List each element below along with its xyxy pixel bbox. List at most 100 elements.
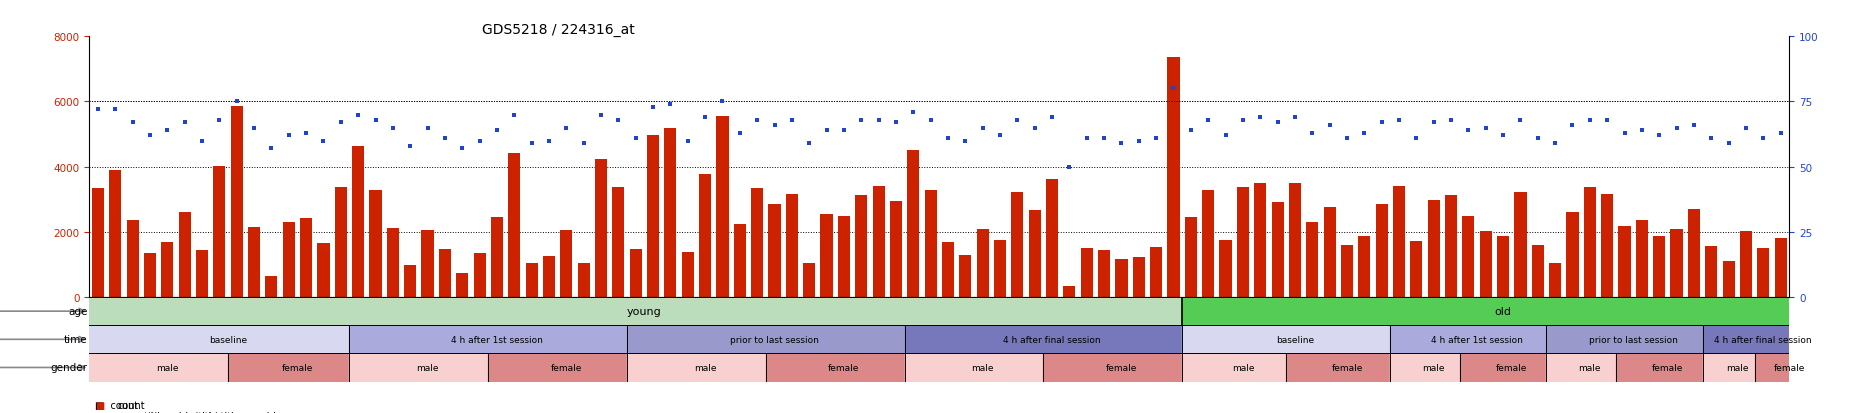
Point: [603, 117, 632, 124]
Point: [292, 130, 322, 137]
Bar: [350, 354, 489, 382]
Bar: [1287, 354, 1389, 382]
Point: [1748, 135, 1778, 142]
Bar: [1549, 264, 1561, 297]
Bar: [1702, 325, 1806, 354]
Bar: [908, 151, 919, 297]
Text: age: age: [69, 306, 87, 316]
Bar: [1566, 213, 1579, 297]
Text: male: male: [1579, 363, 1601, 372]
Text: ■: ■: [95, 411, 104, 413]
Bar: [1133, 257, 1146, 297]
Point: [1107, 140, 1136, 147]
Point: [153, 128, 182, 134]
Bar: [1514, 193, 1527, 297]
Point: [1019, 125, 1049, 132]
Point: [1280, 114, 1309, 121]
Bar: [1358, 237, 1371, 297]
Point: [846, 117, 876, 124]
Text: old: old: [1495, 306, 1512, 316]
Point: [517, 140, 547, 147]
Bar: [1389, 354, 1460, 382]
Bar: [489, 354, 627, 382]
Point: [396, 143, 426, 150]
Text: female: female: [551, 363, 582, 372]
Point: [1055, 164, 1084, 171]
Bar: [1546, 354, 1616, 382]
Bar: [387, 228, 398, 297]
Bar: [1029, 210, 1042, 297]
Bar: [299, 218, 312, 297]
Bar: [352, 147, 365, 297]
Point: [967, 125, 997, 132]
Bar: [1183, 354, 1287, 382]
Bar: [1670, 230, 1683, 297]
Bar: [699, 175, 711, 297]
Bar: [837, 216, 850, 297]
Bar: [1376, 205, 1388, 297]
Bar: [647, 135, 658, 297]
Point: [551, 125, 580, 132]
Text: male: male: [1726, 363, 1748, 372]
Bar: [1202, 191, 1215, 297]
Bar: [491, 218, 502, 297]
Point: [707, 99, 737, 106]
Point: [1315, 122, 1345, 129]
Bar: [924, 190, 937, 297]
Bar: [751, 188, 763, 297]
Bar: [110, 171, 121, 297]
Bar: [126, 220, 140, 297]
Point: [1732, 125, 1761, 132]
Bar: [474, 254, 485, 297]
Point: [1609, 130, 1639, 137]
Text: male: male: [156, 363, 179, 372]
Point: [1505, 117, 1534, 124]
Point: [1680, 122, 1709, 129]
Bar: [578, 263, 590, 297]
Bar: [89, 325, 350, 354]
Text: 4 h after final session: 4 h after final session: [1003, 335, 1101, 344]
Text: baseline: baseline: [208, 335, 247, 344]
Point: [378, 125, 407, 132]
Point: [188, 138, 218, 145]
Text: GDS5218 / 224316_at: GDS5218 / 224316_at: [482, 23, 634, 37]
Bar: [766, 354, 904, 382]
Point: [1090, 135, 1120, 142]
Bar: [960, 255, 971, 297]
Bar: [91, 188, 104, 297]
Bar: [508, 154, 521, 297]
Text: female: female: [1774, 363, 1804, 372]
Point: [1159, 86, 1189, 93]
Bar: [904, 354, 1043, 382]
Point: [534, 138, 564, 145]
Text: time: time: [63, 335, 87, 344]
Point: [742, 117, 772, 124]
Point: [621, 135, 651, 142]
Bar: [1758, 249, 1769, 297]
Point: [361, 117, 391, 124]
Point: [811, 128, 841, 134]
Bar: [456, 273, 469, 297]
Point: [1071, 135, 1101, 142]
Bar: [976, 229, 990, 297]
Bar: [1410, 242, 1423, 297]
Bar: [1183, 297, 1806, 325]
Text: male: male: [417, 363, 439, 372]
Point: [863, 117, 893, 124]
Point: [1471, 125, 1501, 132]
Point: [344, 112, 374, 119]
Bar: [1739, 232, 1752, 297]
Point: [1003, 117, 1032, 124]
Point: [1123, 138, 1153, 145]
Point: [1298, 130, 1328, 137]
Text: ■  percentile rank within the sample: ■ percentile rank within the sample: [95, 411, 275, 413]
Text: female: female: [281, 363, 312, 372]
Bar: [627, 354, 766, 382]
Bar: [1754, 354, 1806, 382]
Bar: [595, 160, 606, 297]
Bar: [1445, 195, 1456, 297]
Point: [1384, 117, 1414, 124]
Text: ■  count: ■ count: [95, 400, 138, 410]
Bar: [1460, 354, 1546, 382]
Point: [794, 140, 824, 147]
